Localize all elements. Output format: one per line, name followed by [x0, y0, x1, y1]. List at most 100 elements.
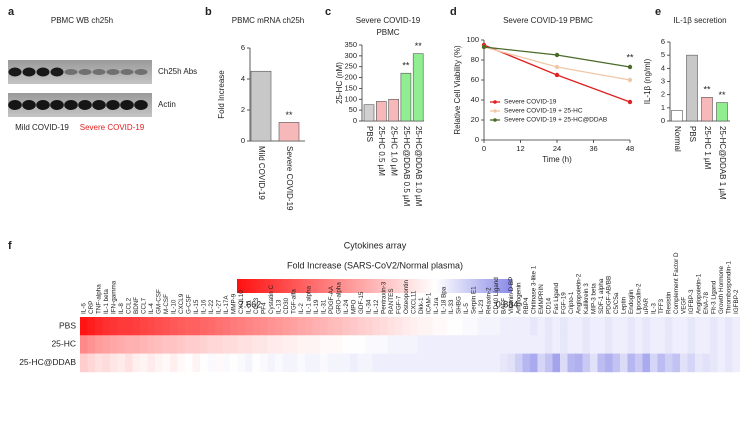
- heatmap-cell: [650, 317, 658, 336]
- heatmap-cell: [192, 335, 201, 354]
- heatmap-cell: [207, 317, 216, 336]
- x-tick-label: 25-HC 1.0 µM: [389, 126, 398, 176]
- column-label: IL-11: [245, 300, 252, 314]
- bar: [388, 98, 399, 122]
- column-label: CD14: [545, 297, 552, 314]
- western-blot: a PBMC WB ch25h Ch25h Abs Actin Mild COV…: [8, 6, 197, 132]
- column-label: IL-1ra: [433, 297, 440, 314]
- heatmap-cell: [215, 353, 223, 373]
- column-label: IGFBP-2: [733, 289, 740, 314]
- column-label: Complement Factor D: [673, 252, 680, 314]
- heatmap-cell: [455, 335, 463, 354]
- y-tick-label: 1: [661, 103, 665, 112]
- heatmap-cell: [80, 353, 88, 373]
- colorbar-tick-label: 0.884: [496, 299, 519, 309]
- heatmap-cell: [402, 353, 411, 373]
- heatmap-cell: [552, 317, 561, 336]
- column-label: IL-8: [118, 303, 125, 314]
- heatmap-cell: [185, 317, 193, 336]
- heatmap-cell: [95, 335, 103, 354]
- heatmap-cell: [132, 335, 141, 354]
- y-tick-label: 4: [661, 63, 665, 72]
- heatmap-cell: [695, 353, 703, 373]
- heatmap-cell: [597, 335, 606, 354]
- heatmap-cell: [305, 335, 313, 354]
- bar: [375, 101, 387, 122]
- legend-swatch: [493, 109, 497, 113]
- heatmap-cell: [462, 317, 471, 336]
- column-label: IL-17A: [223, 295, 230, 314]
- heatmap-cell: [477, 353, 486, 373]
- heatmap-cell: [200, 317, 208, 336]
- y-axis-label: 25-HC (nM): [335, 62, 344, 104]
- heatmap-cell: [425, 353, 433, 373]
- legend-label: Severe COVID-19 + 25-HC@DDAB: [504, 117, 607, 124]
- data-point: [627, 77, 633, 83]
- heatmap-cell: [552, 335, 561, 354]
- heatmap-cell: [717, 317, 726, 336]
- heatmap-cell: [125, 335, 133, 354]
- heatmap-cell: [350, 317, 358, 336]
- significance: **: [626, 52, 634, 62]
- column-label: IL-24: [343, 299, 350, 314]
- column-label: uPAR: [643, 298, 650, 314]
- column-label: CXCL9: [178, 293, 185, 314]
- y-tick-label: 50: [349, 105, 357, 114]
- heatmap-cell: [357, 317, 366, 336]
- data-point: [554, 64, 560, 70]
- x-tick-label: 12: [516, 144, 524, 153]
- column-label: IL-27: [215, 299, 222, 314]
- blot-band: [8, 100, 22, 110]
- heatmap-cell: [267, 353, 276, 373]
- heatmap-cell: [590, 335, 598, 354]
- heatmap-cell: [627, 353, 636, 373]
- column-label: Pentraxin-3: [380, 281, 387, 314]
- heatmap-cell: [200, 335, 208, 354]
- column-label: SDF-1 alpha: [598, 278, 605, 314]
- heatmap-cell: [575, 353, 583, 373]
- heatmap-cell: [552, 353, 561, 373]
- y-tick-label: 100: [344, 94, 357, 103]
- heatmap-cell: [402, 317, 411, 336]
- heatmap-cell: [695, 317, 703, 336]
- heatmap-cell: [245, 353, 253, 373]
- heatmap-cell: [335, 353, 343, 373]
- heatmap-cell: [725, 335, 733, 354]
- x-tick-label: 25-HC 1 µM: [703, 126, 712, 170]
- column-label: MMP-9: [230, 293, 237, 314]
- heatmap-cell: [252, 335, 261, 354]
- heatmap-cell: [222, 353, 231, 373]
- heatmap-cell: [627, 335, 636, 354]
- heatmap-cell: [522, 317, 531, 336]
- column-label: CD40 Ligand: [493, 277, 500, 314]
- column-label: Angiopoietin-1: [695, 273, 702, 314]
- heatmap-cell: [162, 317, 171, 336]
- heatmap-cell: [350, 335, 358, 354]
- x-tick-label: 25-HC@DDAB 0.5 µM: [402, 126, 411, 207]
- heatmap-cell: [87, 317, 96, 336]
- heatmap-cell: [252, 353, 261, 373]
- data-point: [627, 64, 633, 70]
- heatmap-cell: [185, 353, 193, 373]
- y-axis-label: Fold Increase: [217, 70, 226, 119]
- heatmap-cell: [582, 335, 591, 354]
- heatmap-cell: [207, 335, 216, 354]
- heatmap-cell: [320, 335, 328, 354]
- column-label: GM-CSF: [155, 289, 162, 314]
- heatmap-cell: [387, 353, 396, 373]
- heatmap-cell: [117, 335, 126, 354]
- column-label: IL-23: [478, 299, 485, 314]
- heatmap-cell: [102, 353, 111, 373]
- heatmap-cell: [312, 353, 321, 373]
- heatmap-cell: [290, 317, 298, 336]
- column-label: Fas Ligand: [553, 282, 560, 314]
- blot-band: [134, 100, 148, 110]
- heatmap-cell: [132, 353, 141, 373]
- column-label: CCL3: [253, 297, 260, 314]
- heatmap-cell: [537, 335, 546, 354]
- column-label: IL-4: [148, 303, 155, 314]
- bar: [278, 122, 300, 142]
- heatmap-cell: [185, 335, 193, 354]
- column-label: BAFF: [500, 298, 507, 314]
